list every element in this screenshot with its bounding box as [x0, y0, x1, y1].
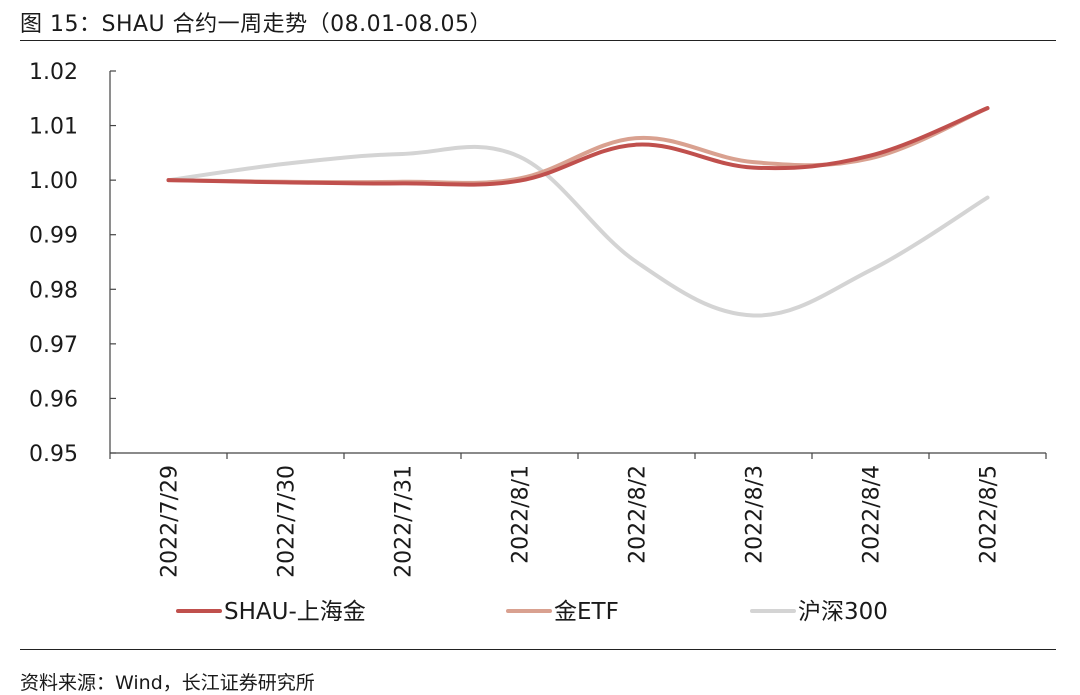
top-rule — [20, 40, 1056, 41]
series-line — [166, 144, 990, 318]
bottom-rule — [20, 649, 1056, 650]
y-tick-label: 0.97 — [29, 333, 78, 358]
figure-title: 图 15：SHAU 合约一周走势（08.01-08.05） — [20, 12, 493, 37]
chart-legend: SHAU-上海金 金ETF 沪深300 — [176, 599, 888, 625]
y-tick-label: 0.95 — [29, 442, 78, 467]
x-tick-label: 2022/8/2 — [626, 465, 651, 564]
x-tick-label: 2022/8/3 — [743, 465, 768, 564]
legend-label: 金ETF — [554, 599, 619, 625]
chart-lines — [166, 106, 990, 318]
chart-axes: 1.02 1.01 1.00 0.99 0.98 0.97 0.96 0.95 2022/7/2… — [29, 60, 1047, 578]
y-tick-label: 1.01 — [29, 115, 78, 140]
y-tick-label: 0.98 — [29, 278, 78, 303]
y-tick-label: 0.96 — [29, 387, 78, 412]
y-tick-label: 1.02 — [29, 60, 78, 85]
y-tick-label: 1.00 — [29, 169, 78, 194]
x-tick-label: 2022/8/1 — [509, 465, 534, 564]
y-tick-label: 0.99 — [29, 224, 78, 249]
x-tick-label: 2022/8/5 — [977, 465, 1002, 564]
legend-label: 沪深300 — [798, 599, 888, 625]
x-tick-label: 2022/7/31 — [392, 465, 417, 578]
x-tick-label: 2022/7/29 — [158, 465, 183, 578]
legend-label: SHAU-上海金 — [224, 599, 366, 625]
series-line — [166, 106, 990, 185]
x-tick-label: 2022/8/4 — [860, 465, 885, 564]
x-tick-label: 2022/7/30 — [275, 465, 300, 578]
series-line — [166, 106, 990, 187]
source-note: 资料来源：Wind，长江证券研究所 — [20, 672, 315, 694]
